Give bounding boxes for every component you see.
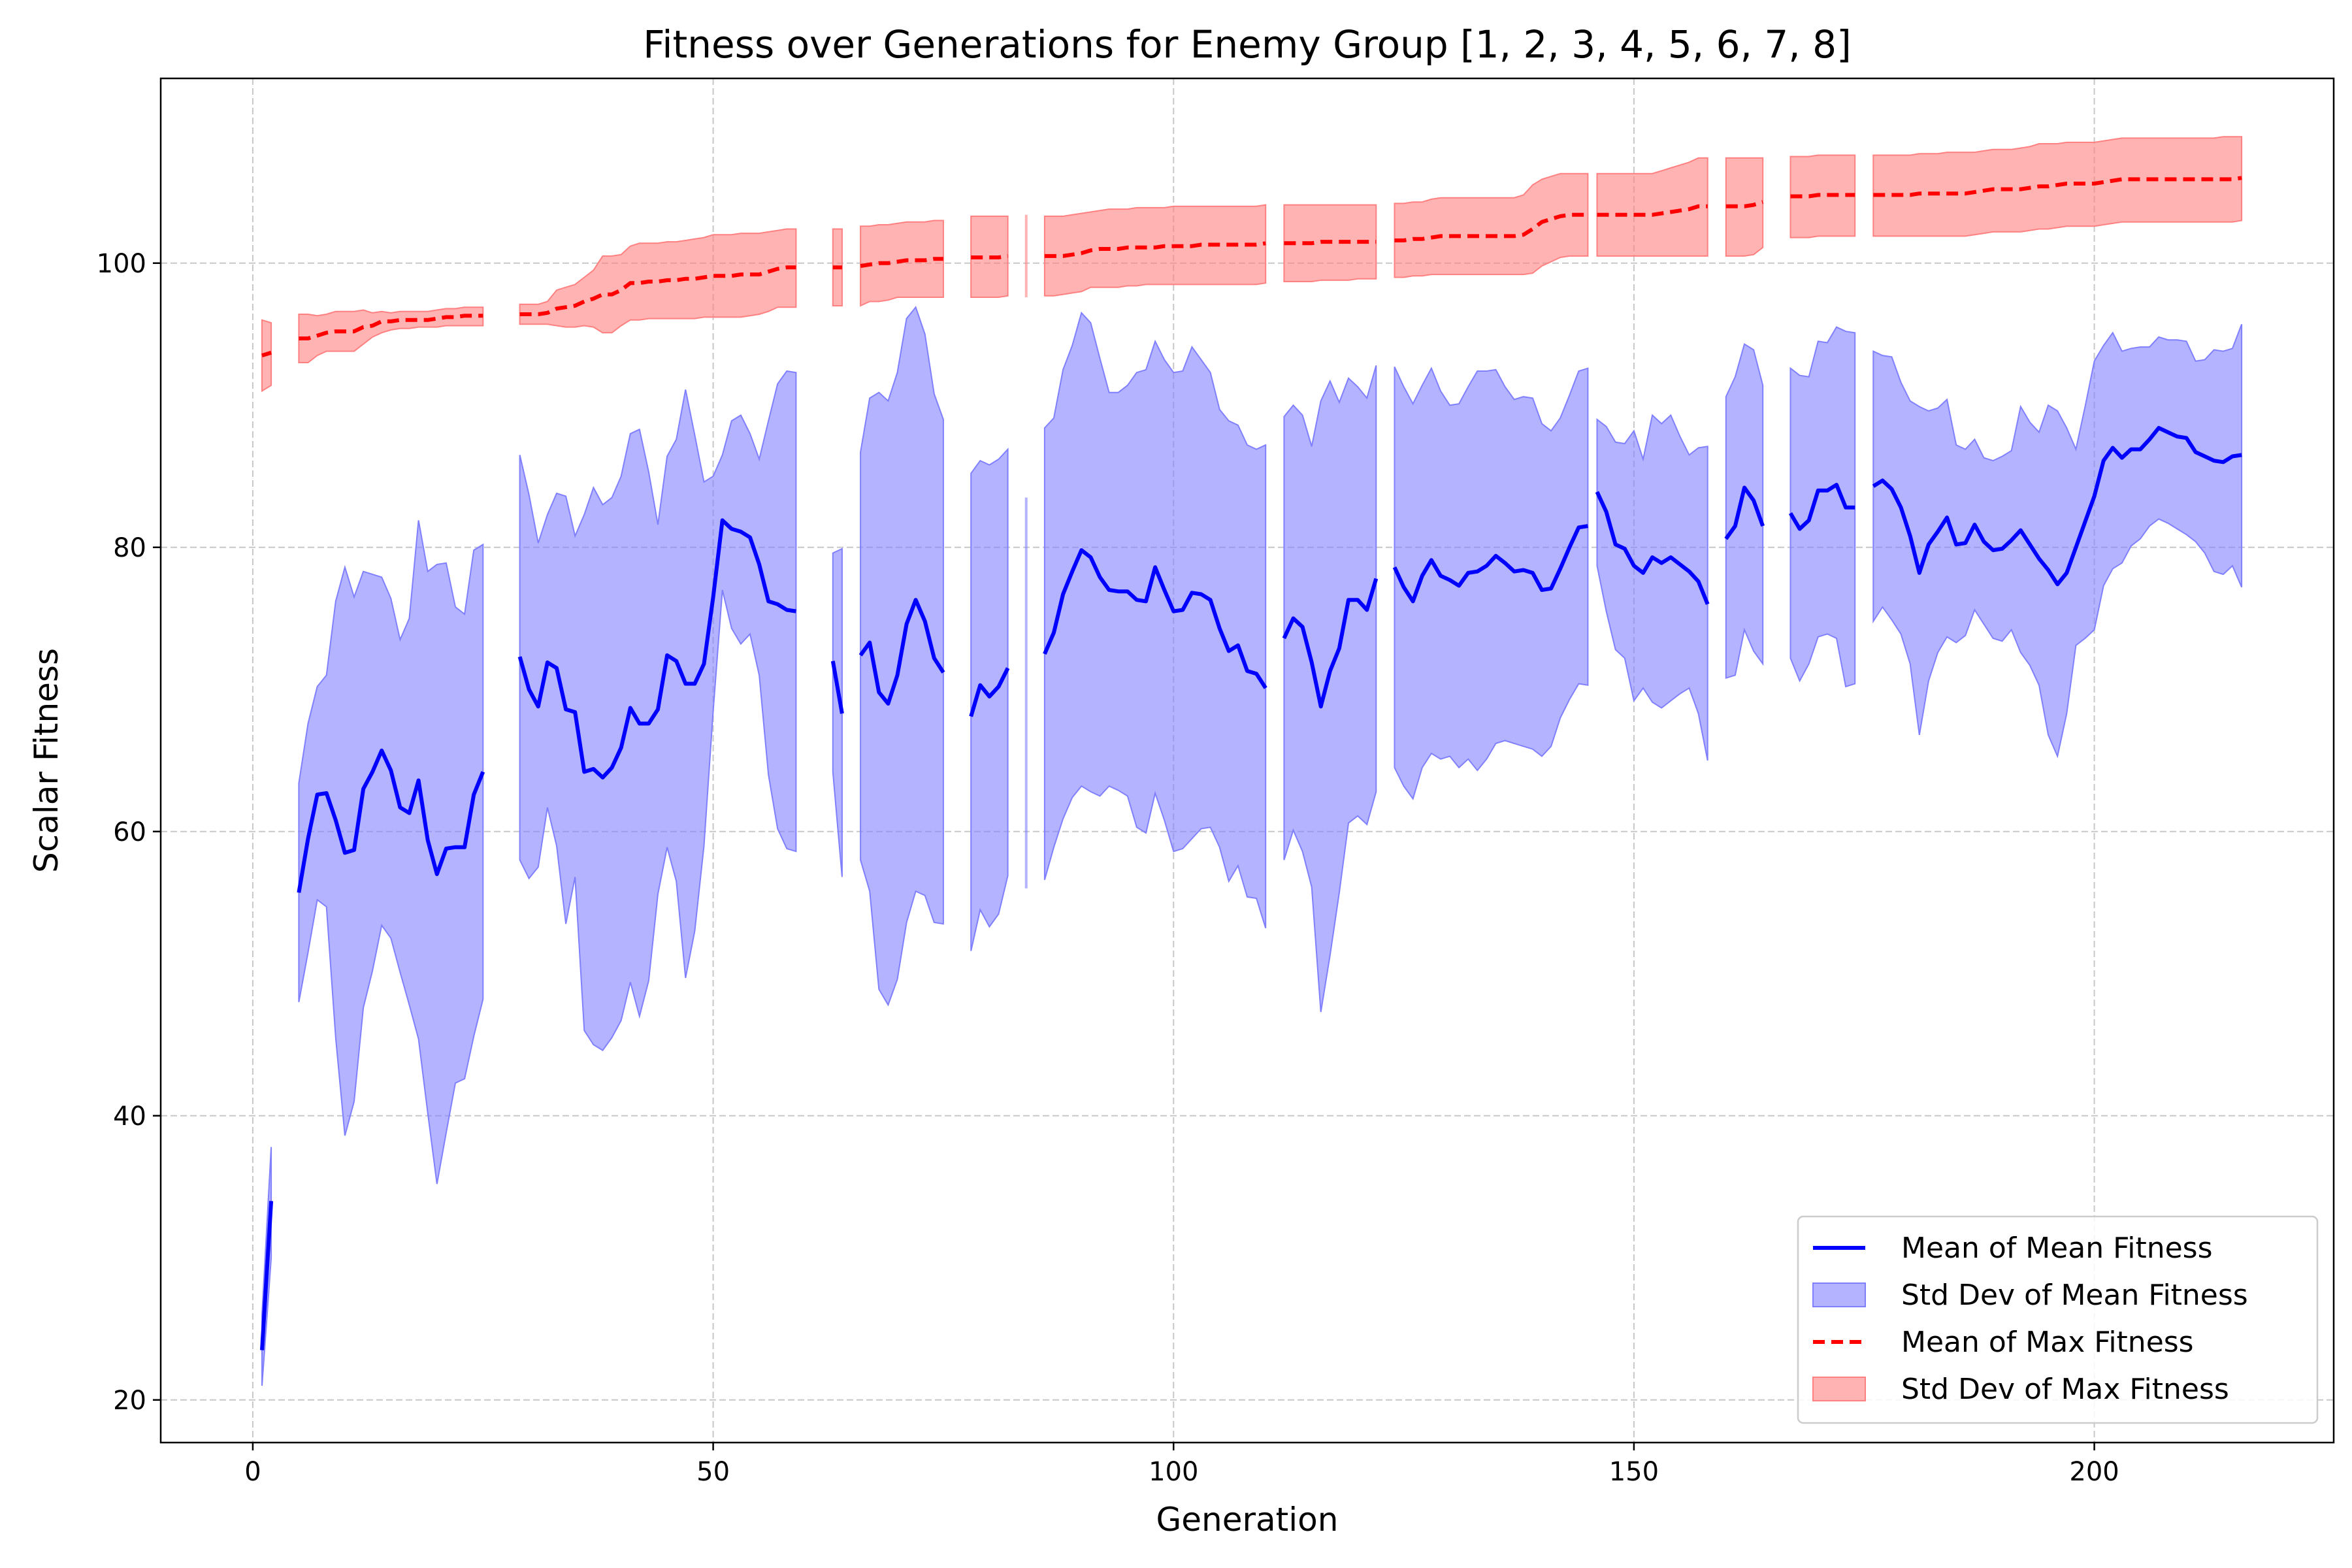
mean-series-line xyxy=(260,1201,274,1350)
max-std-band xyxy=(298,306,484,363)
mean-series-line xyxy=(297,748,485,893)
max-series-line xyxy=(1044,241,1266,258)
y-tick-label: 100 xyxy=(97,249,146,279)
mean-std-band xyxy=(1872,323,2243,759)
mean-series-line xyxy=(1282,578,1379,709)
x-tick-label: 150 xyxy=(1609,1457,1659,1487)
max-series-line xyxy=(860,257,943,269)
mean-std-band xyxy=(970,448,1009,951)
max-std-band xyxy=(1043,204,1267,297)
mean-series-line xyxy=(1595,491,1710,605)
max-series-line xyxy=(299,314,483,340)
mean-series-line xyxy=(1788,483,1855,531)
y-tick-label: 80 xyxy=(113,533,146,563)
legend-label: Mean of Max Fitness xyxy=(1901,1326,2194,1359)
mean-series-line xyxy=(1043,548,1267,689)
max-series-line xyxy=(1394,212,1588,242)
mean-std-band xyxy=(1283,365,1377,1013)
max-series-line xyxy=(1284,240,1377,246)
mean-std-band xyxy=(1596,414,1708,761)
mean-std-band xyxy=(1789,326,1856,688)
max-std-band xyxy=(860,220,944,307)
y-tick-label: 40 xyxy=(113,1102,146,1132)
y-tick-label: 60 xyxy=(113,817,146,847)
mean-std-band xyxy=(298,520,484,1184)
max-series-line xyxy=(1725,200,1764,208)
mean-std-band xyxy=(1043,311,1267,928)
legend-swatch xyxy=(1812,1377,1866,1401)
mean-series-line xyxy=(1724,485,1765,540)
max-series-line xyxy=(971,253,1009,259)
mean-series-line xyxy=(517,518,796,780)
x-tick-label: 100 xyxy=(1149,1457,1198,1487)
max-series-line xyxy=(1873,176,2242,197)
x-tick-label: 50 xyxy=(696,1457,730,1487)
mean-series-line xyxy=(858,598,945,706)
x-axis-title: Generation xyxy=(1156,1501,1339,1539)
chart-title: Fitness over Generations for Enemy Group… xyxy=(643,22,1851,67)
max-std-band xyxy=(1596,157,1708,257)
max-std-band xyxy=(1394,172,1589,278)
max-series-line xyxy=(519,265,796,316)
x-tick-label: 200 xyxy=(2069,1457,2119,1487)
mean-series-line xyxy=(969,667,1010,717)
max-series-line xyxy=(261,350,272,357)
legend-label: Mean of Mean Fitness xyxy=(1901,1232,2213,1265)
mean-series-line xyxy=(1392,524,1588,604)
legend-box xyxy=(1797,1215,2319,1424)
mean-std-band xyxy=(832,547,843,877)
legend-label: Std Dev of Mean Fitness xyxy=(1901,1279,2248,1312)
mean-series-line xyxy=(1872,426,2242,587)
max-series-line xyxy=(1790,193,1855,199)
mean-std-band xyxy=(1394,367,1589,800)
series-lines xyxy=(260,176,2242,1350)
mean-std-band xyxy=(1725,343,1764,679)
max-series-line xyxy=(1597,204,1708,217)
legend-label: Std Dev of Max Fitness xyxy=(1901,1373,2229,1406)
y-axis-title: Scalar Fitness xyxy=(27,648,65,873)
ticks: 0 50 100 150 200 20 40 60 80 100 xyxy=(97,249,2119,1487)
mean-series-line xyxy=(830,661,844,714)
y-tick-label: 20 xyxy=(113,1386,146,1416)
max-std-band xyxy=(519,228,797,334)
plot-frame xyxy=(159,77,2335,1444)
legend-swatch xyxy=(1812,1282,1866,1307)
x-tick-label: 0 xyxy=(244,1457,261,1487)
max-std-band xyxy=(1789,154,1856,238)
legend: Mean of Mean Fitness Std Dev of Mean Fitn… xyxy=(1797,1215,2319,1424)
